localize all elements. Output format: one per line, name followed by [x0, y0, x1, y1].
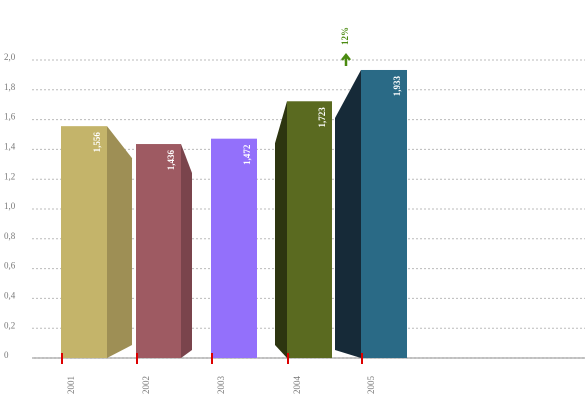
bar: [287, 101, 332, 358]
y-tick-label: 0,8: [4, 231, 16, 241]
bar-side: [275, 101, 287, 358]
bar-side: [181, 144, 192, 358]
bar: [61, 126, 107, 358]
bar: [136, 144, 181, 358]
y-tick-label: 0,4: [4, 290, 16, 300]
annotation: 12%: [340, 27, 350, 45]
y-tick-label: 0,6: [4, 261, 16, 271]
bar: [211, 138, 257, 358]
y-tick-label: 0: [4, 350, 9, 360]
value-label: 1,933: [392, 75, 402, 96]
value-label: 1,436: [166, 150, 176, 171]
y-tick-label: 1,6: [4, 112, 16, 122]
value-label: 1,472: [242, 144, 252, 165]
bar-side: [107, 126, 132, 358]
annotation-arrow: [341, 52, 351, 66]
y-tick-label: 1,8: [4, 82, 16, 92]
x-tick-label: 2004: [292, 376, 302, 395]
x-tick-label: 2001: [66, 376, 76, 394]
y-tick-label: 2,0: [4, 52, 16, 62]
bar: [361, 69, 407, 358]
bar-side: [335, 69, 361, 358]
value-label: 1,556: [92, 132, 102, 153]
y-tick-label: 0,2: [4, 320, 15, 330]
x-tick-label: 2005: [366, 376, 376, 395]
y-tick-label: 1,0: [4, 201, 16, 211]
value-label: 1,723: [317, 107, 327, 128]
y-tick-label: 1,4: [4, 141, 16, 151]
y-tick-label: 1,2: [4, 171, 15, 181]
x-tick-label: 2002: [141, 376, 151, 394]
x-tick-label: 2003: [216, 376, 226, 395]
